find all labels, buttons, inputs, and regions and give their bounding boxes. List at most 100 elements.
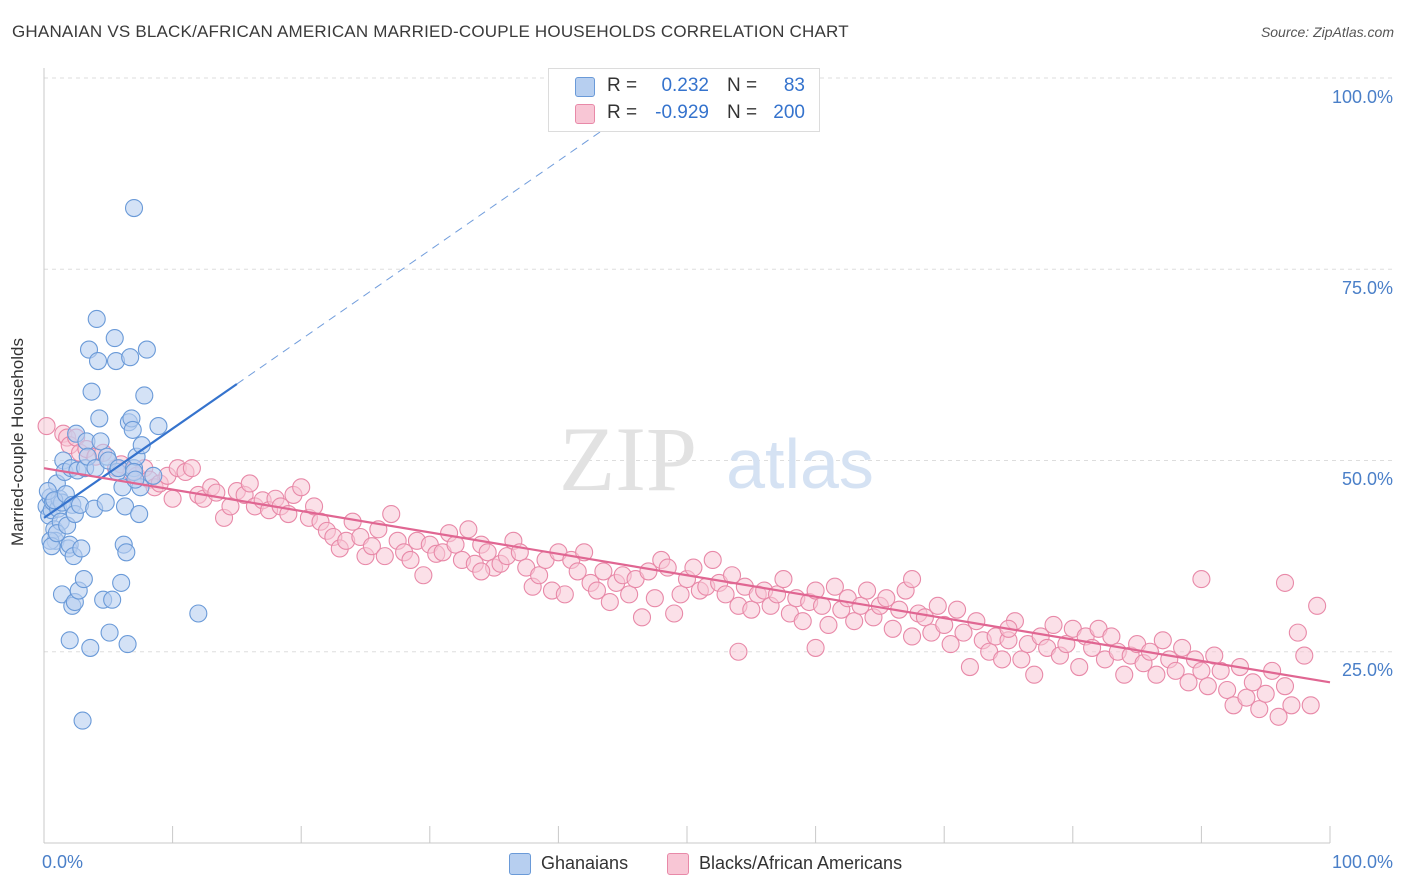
point-ghanaians xyxy=(121,348,140,367)
point-blacks xyxy=(362,537,381,556)
point-ghanaians xyxy=(96,493,115,512)
y-tick-label-25: 25.0% xyxy=(1341,660,1393,680)
point-blacks xyxy=(812,596,832,615)
point-ghanaians xyxy=(87,309,106,329)
point-blacks xyxy=(1166,661,1185,680)
point-blacks xyxy=(163,489,182,508)
point-blacks xyxy=(1211,661,1230,680)
point-blacks xyxy=(37,417,56,436)
chart-source: Source: ZipAtlas.com xyxy=(1260,24,1394,40)
point-blacks xyxy=(1295,646,1314,665)
point-blacks xyxy=(305,497,324,516)
point-blacks xyxy=(1173,638,1192,657)
point-blacks xyxy=(1070,657,1089,677)
point-blacks xyxy=(960,657,979,677)
point-blacks xyxy=(819,615,838,635)
point-blacks xyxy=(671,585,690,604)
trendline-ghanaians-extension xyxy=(236,115,623,385)
point-blacks xyxy=(375,547,394,566)
point-blacks xyxy=(902,570,922,589)
point-blacks xyxy=(954,623,973,642)
y-tick-label-75: 75.0% xyxy=(1341,278,1393,298)
n-value: 83 xyxy=(783,75,805,96)
point-blacks xyxy=(793,612,812,631)
point-blacks xyxy=(1025,665,1044,684)
point-ghanaians xyxy=(123,420,142,439)
r-label: R = xyxy=(607,102,638,123)
trendline-ghanaians xyxy=(43,383,238,519)
point-ghanaians xyxy=(60,631,79,650)
point-blacks xyxy=(1250,700,1269,719)
point-blacks xyxy=(1243,673,1262,692)
point-blacks xyxy=(600,592,619,612)
point-ghanaians xyxy=(189,604,208,623)
point-blacks xyxy=(1256,684,1275,703)
point-ghanaians xyxy=(82,382,101,401)
point-blacks xyxy=(1102,627,1121,646)
point-ghanaians xyxy=(91,432,110,451)
series-blacks-points xyxy=(37,417,1327,726)
point-blacks xyxy=(478,543,497,562)
point-blacks xyxy=(845,612,864,631)
point-blacks xyxy=(1153,631,1172,650)
point-ghanaians xyxy=(100,623,119,642)
point-blacks xyxy=(555,585,574,604)
series-legend: Ghanaians Blacks/African Americans xyxy=(0,853,1406,877)
point-ghanaians xyxy=(115,497,135,516)
point-ghanaians xyxy=(81,638,100,657)
point-ghanaians xyxy=(72,539,91,558)
point-blacks xyxy=(530,566,549,585)
axes xyxy=(43,68,1331,844)
point-blacks xyxy=(883,619,902,638)
point-blacks xyxy=(1192,661,1211,680)
y-axis-label: Married-couple Households xyxy=(8,338,27,546)
watermark: ZIP atlas xyxy=(559,408,874,510)
point-blacks xyxy=(967,612,986,631)
point-blacks xyxy=(472,562,491,581)
point-ghanaians xyxy=(124,199,144,218)
point-blacks xyxy=(1012,650,1031,669)
point-blacks xyxy=(1218,680,1237,700)
point-ghanaians xyxy=(105,329,124,348)
point-blacks xyxy=(902,627,922,646)
point-blacks xyxy=(240,474,259,493)
point-blacks xyxy=(459,520,478,539)
point-blacks xyxy=(684,558,703,577)
trendline-blacks xyxy=(43,467,1331,684)
point-blacks xyxy=(343,512,362,531)
point-blacks xyxy=(1275,677,1295,696)
point-ghanaians xyxy=(135,386,154,405)
y-tick-label-100: 100.0% xyxy=(1331,87,1393,107)
point-ghanaians xyxy=(149,417,168,436)
point-blacks xyxy=(857,581,877,600)
point-blacks xyxy=(935,615,954,635)
point-blacks xyxy=(1237,688,1256,707)
point-blacks xyxy=(221,497,240,516)
point-blacks xyxy=(1198,677,1217,696)
stats-legend: R = 0.232 N = 83 R = -0.929 N = 200 xyxy=(548,68,820,132)
point-blacks xyxy=(948,600,967,619)
point-blacks xyxy=(1269,707,1288,726)
y-axis-label-wrap: Married-couple Households xyxy=(8,338,28,559)
point-ghanaians xyxy=(137,340,156,359)
r-label: R = xyxy=(607,75,638,96)
blacks-swatch xyxy=(575,104,595,124)
point-blacks xyxy=(1115,665,1134,684)
point-blacks xyxy=(941,635,960,654)
point-blacks xyxy=(1282,696,1301,715)
point-blacks xyxy=(742,600,761,619)
point-blacks xyxy=(825,577,844,596)
point-blacks xyxy=(587,581,607,600)
point-ghanaians xyxy=(74,570,93,589)
point-blacks xyxy=(806,581,825,600)
point-blacks xyxy=(182,459,201,478)
point-blacks xyxy=(993,650,1012,669)
legend-label: Blacks/African Americans xyxy=(699,853,903,873)
y-tick-label-50: 50.0% xyxy=(1341,469,1393,489)
point-blacks xyxy=(703,550,722,570)
point-blacks xyxy=(665,604,684,623)
point-blacks xyxy=(632,608,652,627)
point-blacks xyxy=(1179,673,1198,692)
point-ghanaians xyxy=(126,470,145,489)
